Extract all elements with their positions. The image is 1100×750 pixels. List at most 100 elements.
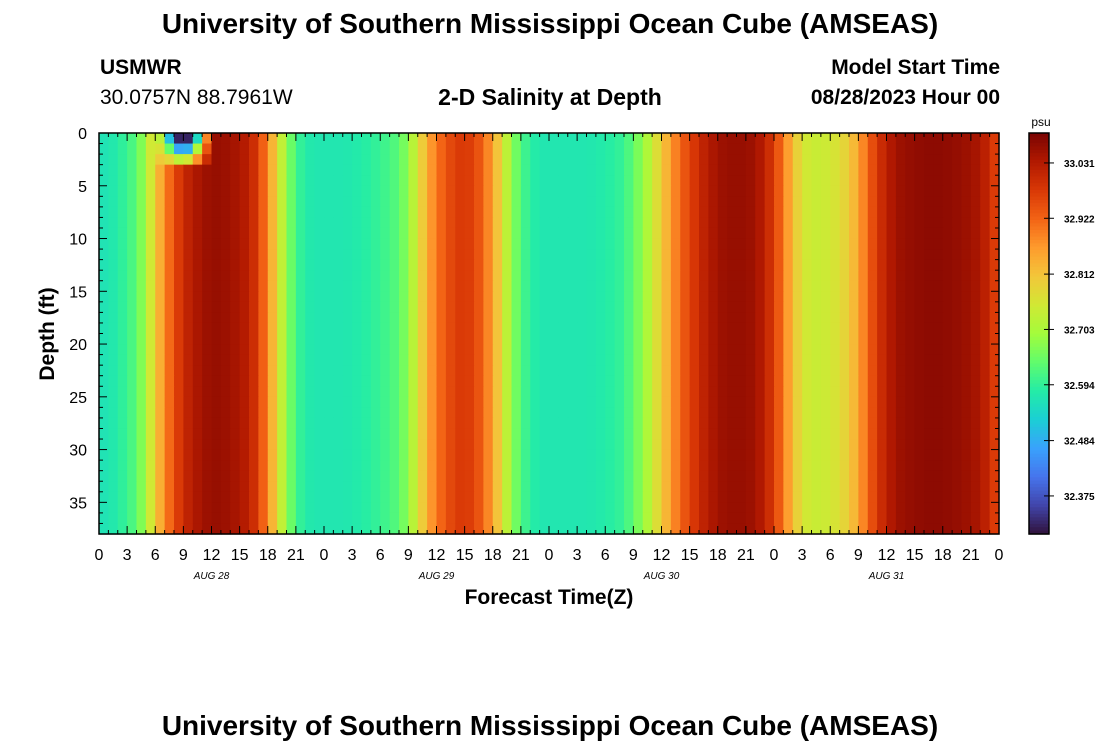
heatmap-cell bbox=[633, 259, 644, 271]
heatmap-cell bbox=[652, 354, 663, 366]
heatmap-cell bbox=[127, 428, 138, 440]
heatmap-cell bbox=[783, 217, 794, 229]
heatmap-cell bbox=[980, 470, 991, 482]
heatmap-cell bbox=[99, 428, 109, 440]
heatmap-cell bbox=[380, 449, 391, 461]
heatmap-cell bbox=[633, 470, 644, 482]
heatmap-cell bbox=[989, 164, 1000, 176]
heatmap-cell bbox=[858, 312, 869, 324]
heatmap-cell bbox=[905, 354, 916, 366]
heatmap-cell bbox=[792, 417, 803, 430]
heatmap-cell bbox=[502, 206, 513, 219]
heatmap-cell bbox=[989, 354, 1000, 366]
heatmap-cell bbox=[464, 344, 475, 356]
heatmap-cell bbox=[192, 164, 203, 176]
heatmap-cell bbox=[652, 417, 663, 430]
heatmap-cell bbox=[455, 481, 466, 493]
heatmap-cell bbox=[530, 333, 541, 345]
heatmap-cell bbox=[220, 217, 231, 229]
heatmap-cell bbox=[249, 481, 259, 493]
heatmap-cell bbox=[511, 491, 522, 503]
heatmap-cell bbox=[652, 280, 663, 292]
heatmap-cell bbox=[511, 133, 522, 145]
heatmap-cell bbox=[905, 259, 916, 271]
heatmap-cell bbox=[202, 185, 213, 197]
heatmap-cell bbox=[642, 512, 653, 525]
heatmap-cell bbox=[389, 375, 400, 387]
heatmap-cell bbox=[295, 185, 306, 197]
heatmap-cell bbox=[183, 291, 194, 303]
heatmap-cell bbox=[127, 470, 138, 482]
heatmap-cell bbox=[942, 375, 953, 387]
heatmap-cell bbox=[202, 502, 213, 514]
heatmap-cell bbox=[108, 344, 119, 356]
heatmap-cell bbox=[183, 301, 194, 313]
heatmap-cell bbox=[708, 133, 719, 145]
heatmap-cell bbox=[399, 196, 409, 208]
heatmap-cell bbox=[586, 196, 597, 208]
heatmap-cell bbox=[192, 175, 203, 187]
heatmap-cell bbox=[961, 133, 972, 145]
heatmap-cell bbox=[511, 143, 522, 155]
heatmap-cell bbox=[558, 417, 569, 430]
heatmap-cell bbox=[464, 428, 475, 440]
heatmap-cell bbox=[155, 428, 166, 440]
heatmap-cell bbox=[849, 196, 859, 208]
heatmap-cell bbox=[202, 270, 213, 282]
heatmap-cell bbox=[642, 301, 653, 313]
heatmap-cell bbox=[961, 481, 972, 493]
heatmap-cell bbox=[117, 491, 128, 503]
heatmap-cell bbox=[577, 523, 588, 535]
heatmap-cell bbox=[755, 512, 766, 525]
heatmap-cell bbox=[192, 333, 203, 345]
heatmap-cell bbox=[117, 312, 128, 324]
heatmap-cell bbox=[858, 407, 869, 419]
heatmap-cell bbox=[783, 143, 794, 155]
heatmap-cell bbox=[183, 196, 194, 208]
heatmap-cell bbox=[127, 523, 138, 535]
heatmap-cell bbox=[717, 470, 728, 482]
heatmap-cell bbox=[652, 481, 663, 493]
heatmap-cell bbox=[849, 386, 859, 398]
heatmap-cell bbox=[258, 491, 269, 503]
heatmap-cell bbox=[530, 481, 541, 493]
heatmap-cell bbox=[399, 365, 409, 377]
heatmap-cell bbox=[99, 481, 109, 493]
heatmap-cell bbox=[277, 439, 288, 451]
heatmap-cell bbox=[295, 133, 306, 145]
heatmap-cell bbox=[783, 322, 794, 335]
heatmap-cell bbox=[145, 460, 156, 472]
heatmap-cell bbox=[220, 396, 231, 408]
heatmap-cell bbox=[877, 375, 888, 387]
heatmap-cell bbox=[136, 375, 147, 387]
heatmap-cell bbox=[408, 196, 419, 208]
heatmap-cell bbox=[230, 344, 241, 356]
heatmap-cell bbox=[342, 217, 353, 229]
heatmap-cell bbox=[286, 270, 297, 282]
heatmap-cell bbox=[933, 365, 944, 377]
heatmap-cell bbox=[249, 396, 259, 408]
heatmap-cell bbox=[183, 396, 194, 408]
heatmap-cell bbox=[202, 428, 213, 440]
heatmap-cell bbox=[502, 291, 513, 303]
heatmap-cell bbox=[708, 175, 719, 187]
heatmap-cell bbox=[867, 249, 878, 261]
colorbar-tick-label: 32.922 bbox=[1064, 214, 1095, 225]
heatmap-cell bbox=[427, 322, 438, 335]
heatmap-cell bbox=[380, 417, 391, 430]
heatmap-cell bbox=[680, 333, 691, 345]
heatmap-cell bbox=[286, 460, 297, 472]
heatmap-cell bbox=[295, 333, 306, 345]
heatmap-cell bbox=[549, 238, 559, 250]
heatmap-cell bbox=[652, 291, 663, 303]
heatmap-cell bbox=[567, 365, 578, 377]
heatmap-cell bbox=[764, 196, 775, 208]
heatmap-cell bbox=[755, 333, 766, 345]
heatmap-cell bbox=[567, 417, 578, 430]
heatmap-cell bbox=[783, 417, 794, 430]
heatmap-cell bbox=[811, 227, 822, 240]
heatmap-cell bbox=[933, 512, 944, 525]
heatmap-cell bbox=[867, 291, 878, 303]
heatmap-cell bbox=[680, 375, 691, 387]
heatmap-cell bbox=[314, 238, 325, 250]
